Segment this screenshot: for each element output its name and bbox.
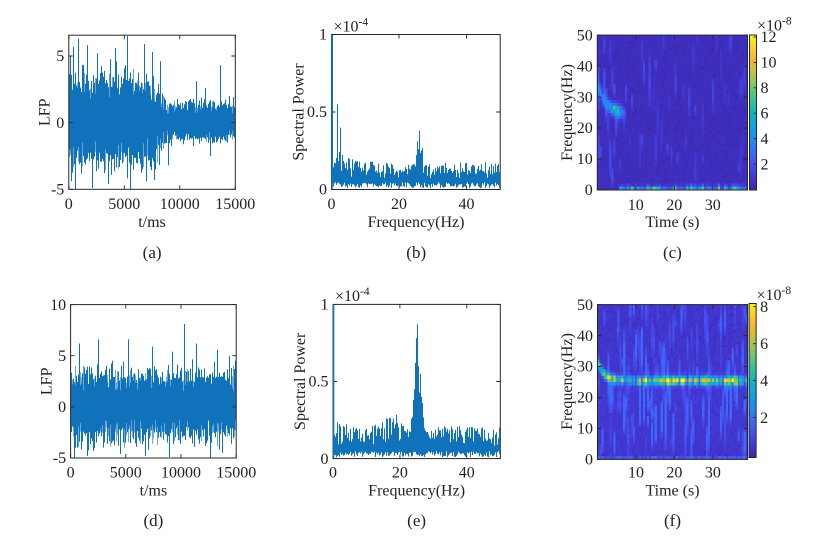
svg-text:Frequency(Hz): Frequency(Hz) <box>559 64 576 161</box>
svg-text:Spectral Power: Spectral Power <box>292 332 309 430</box>
svg-text:10: 10 <box>50 297 66 314</box>
svg-text:1: 1 <box>321 297 329 314</box>
svg-text:t/ms: t/ms <box>138 214 166 231</box>
svg-text:40: 40 <box>459 196 475 213</box>
svg-text:Frequency(Hz): Frequency(Hz) <box>368 214 465 231</box>
svg-text:20: 20 <box>577 390 593 407</box>
svg-text:0: 0 <box>585 182 593 199</box>
svg-text:40: 40 <box>577 58 593 75</box>
svg-text:t/ms: t/ms <box>140 482 168 499</box>
svg-text:5: 5 <box>56 48 64 65</box>
svg-text:1: 1 <box>319 27 327 44</box>
svg-text:-5: -5 <box>53 450 66 467</box>
svg-text:30: 30 <box>705 464 721 481</box>
svg-text:15000: 15000 <box>216 464 256 481</box>
svg-text:20: 20 <box>391 196 407 213</box>
svg-text:0: 0 <box>65 196 73 213</box>
svg-text:LFP: LFP <box>39 367 56 395</box>
svg-text:0.5: 0.5 <box>307 104 327 121</box>
svg-text:30: 30 <box>705 197 721 214</box>
svg-text:Spectral Power: Spectral Power <box>291 63 308 161</box>
svg-text:2: 2 <box>761 156 769 173</box>
svg-text:5000: 5000 <box>110 464 142 481</box>
svg-text:0: 0 <box>67 464 75 481</box>
svg-text:40: 40 <box>459 464 475 481</box>
svg-text:50: 50 <box>577 27 593 44</box>
svg-text:10000: 10000 <box>160 196 200 213</box>
svg-text:0: 0 <box>319 182 327 199</box>
svg-text:30: 30 <box>577 359 593 376</box>
svg-text:(b): (b) <box>406 243 426 262</box>
svg-text:12: 12 <box>761 29 777 46</box>
svg-text:6: 6 <box>760 336 768 353</box>
svg-text:5: 5 <box>58 348 66 365</box>
svg-text:0: 0 <box>56 115 64 132</box>
svg-text:(a): (a) <box>143 243 162 262</box>
svg-text:30: 30 <box>577 89 593 106</box>
svg-text:(e): (e) <box>407 511 426 530</box>
svg-text:10: 10 <box>577 421 593 438</box>
svg-text:20: 20 <box>666 197 682 214</box>
svg-text:-5: -5 <box>51 182 64 199</box>
svg-text:10000: 10000 <box>161 464 201 481</box>
svg-text:0: 0 <box>321 451 329 468</box>
svg-text:10: 10 <box>761 55 777 72</box>
svg-text:8: 8 <box>760 299 768 316</box>
svg-text:0: 0 <box>58 399 66 416</box>
svg-text:20: 20 <box>577 120 593 137</box>
svg-text:Time (s): Time (s) <box>645 482 699 499</box>
svg-text:6: 6 <box>761 105 769 122</box>
svg-text:(c): (c) <box>663 243 682 262</box>
svg-text:15000: 15000 <box>215 196 255 213</box>
svg-text:4: 4 <box>761 131 769 148</box>
svg-text:10: 10 <box>628 464 644 481</box>
svg-text:Frequency(Hz): Frequency(Hz) <box>368 482 465 499</box>
svg-text:(f): (f) <box>664 511 681 530</box>
svg-text:20: 20 <box>666 464 682 481</box>
svg-text:0: 0 <box>329 464 337 481</box>
svg-text:LFP: LFP <box>37 98 54 126</box>
svg-text:40: 40 <box>577 328 593 345</box>
svg-text:4: 4 <box>760 373 768 390</box>
svg-text:10: 10 <box>628 197 644 214</box>
svg-text:8: 8 <box>761 80 769 97</box>
svg-text:20: 20 <box>392 464 408 481</box>
svg-text:(d): (d) <box>143 511 163 530</box>
svg-text:0.5: 0.5 <box>309 374 329 391</box>
svg-text:10: 10 <box>577 151 593 168</box>
svg-text:0: 0 <box>585 452 593 469</box>
svg-text:0: 0 <box>328 196 336 213</box>
svg-text:Frequency(Hz): Frequency(Hz) <box>559 333 576 430</box>
svg-text:Time (s): Time (s) <box>645 214 699 231</box>
svg-text:2: 2 <box>760 410 768 427</box>
svg-text:50: 50 <box>577 297 593 314</box>
svg-text:5000: 5000 <box>108 196 140 213</box>
